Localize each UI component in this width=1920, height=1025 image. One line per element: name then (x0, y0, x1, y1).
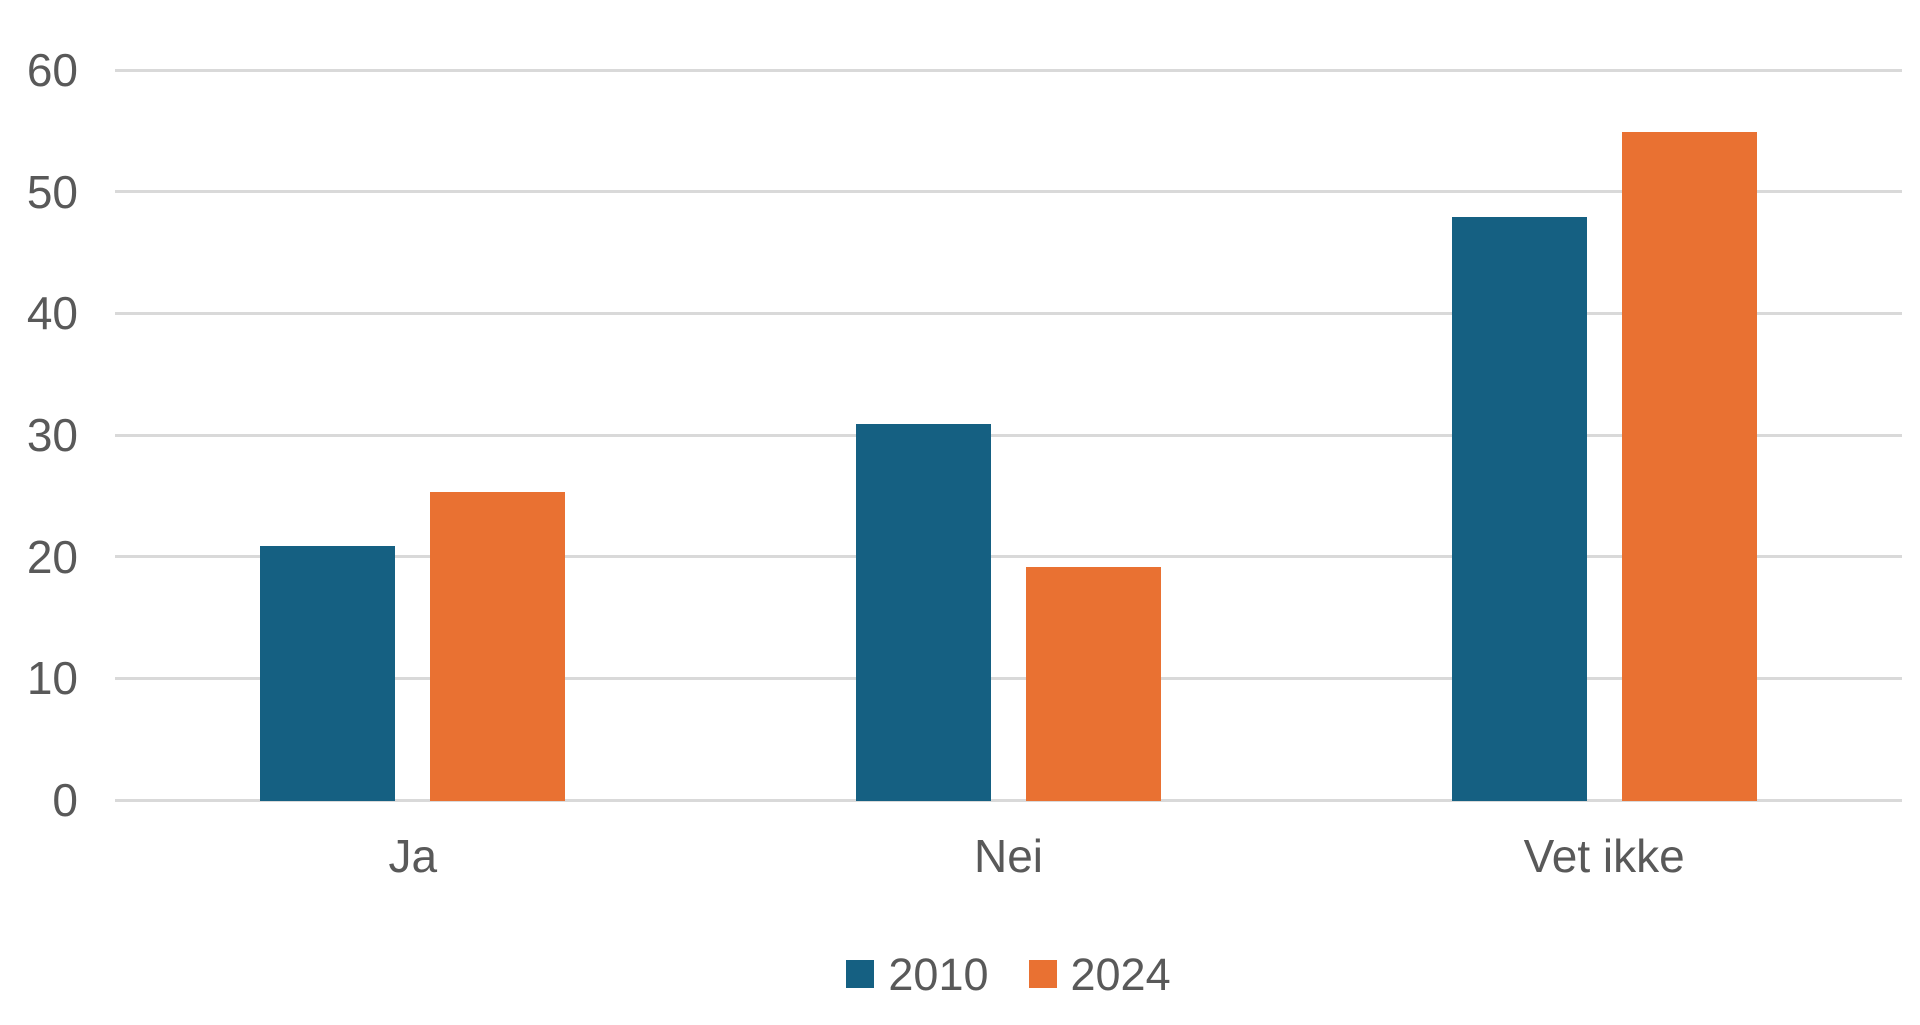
x-category-label-vet-ikke: Vet ikke (1523, 830, 1685, 882)
bar-2024-nei (1026, 567, 1161, 801)
bar-2010-nei (856, 423, 991, 801)
bar-2024-vet-ikke (1621, 131, 1757, 801)
y-tick-label-50: 50 (26, 165, 78, 218)
y-tick-label-30: 30 (26, 409, 78, 461)
x-category-label-ja: Ja (388, 830, 438, 882)
legend-label-2024: 2024 (1070, 948, 1171, 1000)
bar-2010-vet-ikke (1451, 217, 1587, 801)
gridline-y-30 (115, 433, 1902, 437)
bar-2024-ja (430, 491, 566, 801)
y-tick-label-0: 0 (52, 774, 78, 826)
legend-swatch-icon (1028, 960, 1057, 988)
gridline-y-60 (115, 68, 1902, 72)
legend-swatch-icon (846, 960, 875, 988)
gridline-y-20 (115, 555, 1902, 559)
y-tick-label-10: 10 (26, 652, 78, 705)
legend-label-2010: 2010 (888, 948, 989, 1000)
x-category-label-nei: Nei (973, 830, 1043, 882)
y-tick-label-20: 20 (26, 530, 78, 583)
gridline-y-40 (115, 311, 1902, 315)
legend: 2010 2024 (115, 944, 1902, 1004)
y-tick-label-40: 40 (26, 287, 78, 340)
gridline-y-50 (115, 190, 1902, 194)
gridline-y-10 (115, 676, 1902, 680)
gridline-y-0 (115, 798, 1902, 802)
legend-item-2010: 2010 (846, 948, 989, 1000)
y-tick-label-60: 60 (26, 44, 78, 96)
bar-2010-ja (260, 545, 396, 801)
legend-item-2024: 2024 (1028, 948, 1171, 1000)
